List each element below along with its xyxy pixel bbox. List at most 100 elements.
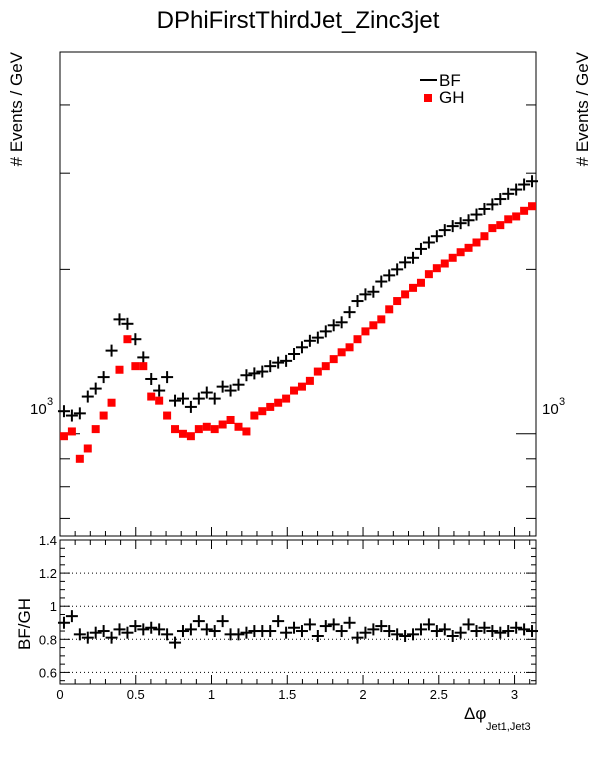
ratio-point [280,626,293,639]
bf-point [311,331,324,344]
main-ylabel: # Events / GeV [7,51,26,166]
gh-point [416,278,425,287]
legend-bf-label: BF [439,71,461,90]
y-tick-base-right: 10 [542,401,559,418]
ratio-point [430,625,443,638]
ratio-point [153,623,166,636]
bf-point [145,372,158,385]
bf-point [375,275,388,288]
gh-point [250,411,259,420]
main-plot-points [57,175,539,463]
gh-point [91,425,100,434]
ratio-point [288,621,301,634]
gh-point [163,411,172,420]
gh-point [480,232,489,241]
ratio-point [184,623,197,636]
bf-point [303,334,316,347]
main-ylabel-right: # Events / GeV [573,51,592,166]
bf-point [121,317,134,330]
bf-point [470,208,483,221]
gh-point [107,398,116,407]
bf-point [454,217,467,230]
ratio-point [367,623,380,636]
y-tick-base-left: 10 [30,401,47,418]
gh-point [440,259,449,268]
ratio-point [169,636,182,649]
bf-point [494,193,507,206]
bf-point [462,214,475,227]
ratio-point [272,615,285,628]
bf-point [295,341,308,354]
ratio-point [327,618,340,631]
ratio-point [295,625,308,638]
bf-point [343,306,356,319]
ratio-axis-ticks: 0.6 0.8 1 1.2 1.4 0 0.5 1 1.5 2 2.5 3 [39,533,536,702]
y-tick-exp-left: 3 [47,396,53,408]
gh-point [178,429,187,438]
ratio-point [97,625,110,638]
bf-point [359,288,372,301]
bf-point [319,325,332,338]
ratio-point [81,631,94,644]
gh-point [83,444,92,453]
ratio-point [129,620,142,633]
gh-point [456,248,465,257]
bf-point [518,178,531,191]
main-axis-ticks [59,51,536,536]
x-tick-label: 1 [208,687,215,702]
ratio-point [113,623,126,636]
ratio-point [319,620,332,633]
ratio-point [391,628,404,641]
bf-point [89,382,102,395]
ratio-point [399,630,412,642]
x-tick-label: 2.5 [430,687,448,702]
x-axis-title-sub: Jet1,Jet3 [486,721,531,733]
bf-point [478,202,491,215]
y-tick-label-left: 10 3 [30,396,53,418]
ratio-point [494,626,507,639]
bf-point [137,351,150,364]
legend-gh-label: GH [439,88,465,107]
ratio-point [383,625,396,638]
ratio-point [526,625,539,638]
gh-point [99,411,108,420]
ratio-plot-frame [59,539,537,685]
gh-point [512,212,521,221]
ratio-point [311,630,324,642]
ratio-y-tick-label: 1.2 [39,566,57,581]
bf-point [176,392,189,405]
bf-point [105,344,118,357]
gh-point [353,335,362,344]
gh-point [274,398,283,407]
ratio-point [57,616,70,629]
bf-point [169,394,182,407]
ratio-point [407,628,420,641]
ratio-point [422,618,435,631]
x-tick-label: 0.5 [127,687,145,702]
gh-point [131,362,140,371]
gh-point [464,243,473,252]
bf-point [446,220,459,233]
x-tick-label: 1.5 [278,687,296,702]
ratio-grid [60,572,536,673]
gh-point [297,382,306,391]
bf-point [422,236,435,249]
ratio-point [303,618,316,631]
ratio-point [375,620,388,633]
bf-point [184,400,197,413]
gh-point [424,270,433,279]
ratio-point [232,628,245,641]
ratio-point [200,623,213,636]
gh-point [409,283,418,292]
ratio-y-tick-label: 1.4 [39,533,57,548]
ratio-y-tick-label: 0.8 [39,632,57,647]
gh-point [234,422,243,431]
bf-point [335,316,348,329]
bf-point [391,263,404,276]
gh-point [385,305,394,314]
gh-point [377,315,386,324]
bf-point [97,371,110,384]
ratio-point [176,625,189,638]
bf-point [264,360,277,373]
